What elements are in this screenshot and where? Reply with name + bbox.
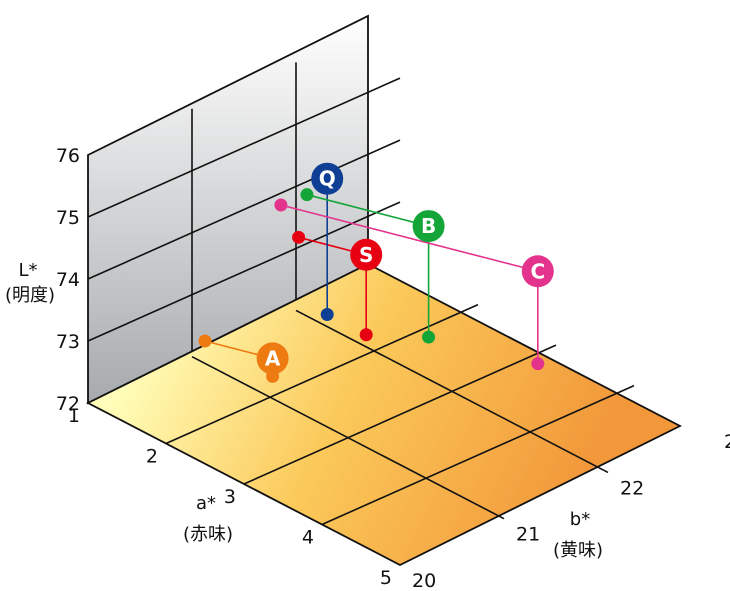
b-tick-label: 20 bbox=[412, 570, 436, 591]
series-marker-label: S bbox=[359, 243, 373, 267]
l-tick-label: 74 bbox=[56, 269, 80, 291]
floor-grid-line bbox=[321, 384, 635, 526]
wall-grid-line bbox=[87, 201, 401, 342]
l-tick-label: 75 bbox=[56, 207, 80, 229]
floor-grid-line bbox=[295, 309, 609, 474]
series-marker bbox=[311, 162, 344, 195]
a-axis-label: a* bbox=[196, 493, 216, 514]
series-marker bbox=[412, 210, 445, 243]
b-tick-label: 23 bbox=[724, 431, 730, 453]
a-tick-label: 5 bbox=[380, 567, 392, 589]
l-axis-label: L* bbox=[18, 260, 37, 281]
floor-grid-line bbox=[243, 344, 557, 485]
series-wall-dot bbox=[300, 188, 314, 202]
series-wall-line bbox=[280, 204, 538, 273]
floor-plane bbox=[86, 262, 682, 567]
series-floor-dot bbox=[359, 328, 373, 342]
a-axis-label-sub: (赤味) bbox=[183, 524, 233, 545]
a-axis-ticks: 1 2 3 4 5 bbox=[68, 405, 392, 589]
a-tick-label: 4 bbox=[302, 527, 314, 549]
series-wall-dot bbox=[292, 230, 306, 244]
series-wall-line bbox=[306, 193, 429, 227]
b-axis-label-sub: (黄味) bbox=[553, 540, 603, 561]
series-floor-dot bbox=[531, 357, 545, 371]
series-marker bbox=[521, 255, 554, 288]
series-floor-dot bbox=[320, 308, 334, 322]
series-lines bbox=[204, 178, 539, 377]
b-tick-label: 21 bbox=[516, 524, 540, 546]
series-marker-label: A bbox=[265, 346, 281, 370]
series-wall-dot bbox=[274, 198, 288, 212]
series-marker bbox=[350, 238, 383, 271]
series-floor-dot bbox=[422, 330, 436, 344]
series-points: A S Q B C bbox=[198, 162, 554, 383]
series-wall-dot bbox=[198, 334, 212, 348]
wall-grid bbox=[87, 62, 401, 357]
series-marker-label: B bbox=[421, 214, 436, 238]
series-marker-label: Q bbox=[319, 167, 336, 191]
b-axis-label: b* bbox=[570, 509, 590, 530]
b-tick-label: 22 bbox=[620, 477, 644, 499]
b-axis-ticks: 20 21 22 23 bbox=[412, 431, 730, 591]
a-tick-label: 1 bbox=[68, 405, 80, 427]
l-tick-label: 73 bbox=[56, 331, 80, 353]
series-marker-label: C bbox=[530, 259, 545, 283]
l-tick-label: 72 bbox=[56, 393, 80, 415]
wall-grid-line bbox=[87, 77, 401, 218]
l-tick-label: 76 bbox=[56, 145, 80, 167]
floor-grid bbox=[165, 303, 635, 526]
a-tick-label: 3 bbox=[224, 486, 236, 508]
floor-grid-line bbox=[191, 355, 505, 520]
l-axis-label-sub: (明度) bbox=[5, 285, 55, 306]
floor-grid-line bbox=[165, 303, 479, 445]
wall-grid-line bbox=[87, 139, 401, 280]
l-axis-ticks: 72 73 74 75 76 bbox=[56, 145, 80, 415]
a-tick-label: 2 bbox=[146, 446, 158, 468]
series-marker bbox=[256, 342, 289, 375]
